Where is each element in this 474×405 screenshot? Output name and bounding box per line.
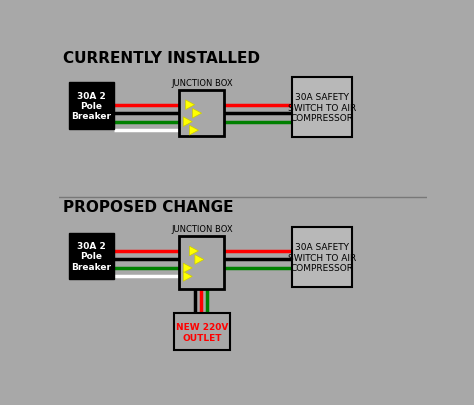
Polygon shape — [190, 247, 199, 256]
Text: 30A SAFETY
SWITCH TO AIR
COMPRESSOR: 30A SAFETY SWITCH TO AIR COMPRESSOR — [288, 243, 356, 273]
Bar — [69, 83, 113, 129]
Polygon shape — [183, 272, 192, 281]
Bar — [179, 91, 224, 137]
Polygon shape — [195, 255, 204, 265]
Text: JUNCTION BOX: JUNCTION BOX — [171, 225, 233, 234]
Bar — [69, 233, 113, 279]
Polygon shape — [190, 126, 199, 136]
Bar — [179, 237, 224, 289]
Text: CURRENTLY INSTALLED: CURRENTLY INSTALLED — [63, 51, 260, 66]
Text: JUNCTION BOX: JUNCTION BOX — [171, 79, 233, 88]
Polygon shape — [192, 109, 201, 119]
Text: 30A 2
Pole
Breaker: 30A 2 Pole Breaker — [71, 241, 111, 271]
Text: NEW 220V
OUTLET: NEW 220V OUTLET — [176, 322, 228, 342]
Bar — [292, 78, 352, 138]
Polygon shape — [183, 263, 192, 273]
Text: PROPOSED CHANGE: PROPOSED CHANGE — [63, 200, 234, 215]
Polygon shape — [183, 117, 192, 127]
Text: 30A SAFETY
SWITCH TO AIR
COMPRESSOR: 30A SAFETY SWITCH TO AIR COMPRESSOR — [288, 93, 356, 123]
Bar — [292, 228, 352, 288]
Polygon shape — [186, 100, 195, 110]
Bar — [174, 313, 230, 350]
Text: 30A 2
Pole
Breaker: 30A 2 Pole Breaker — [71, 92, 111, 121]
